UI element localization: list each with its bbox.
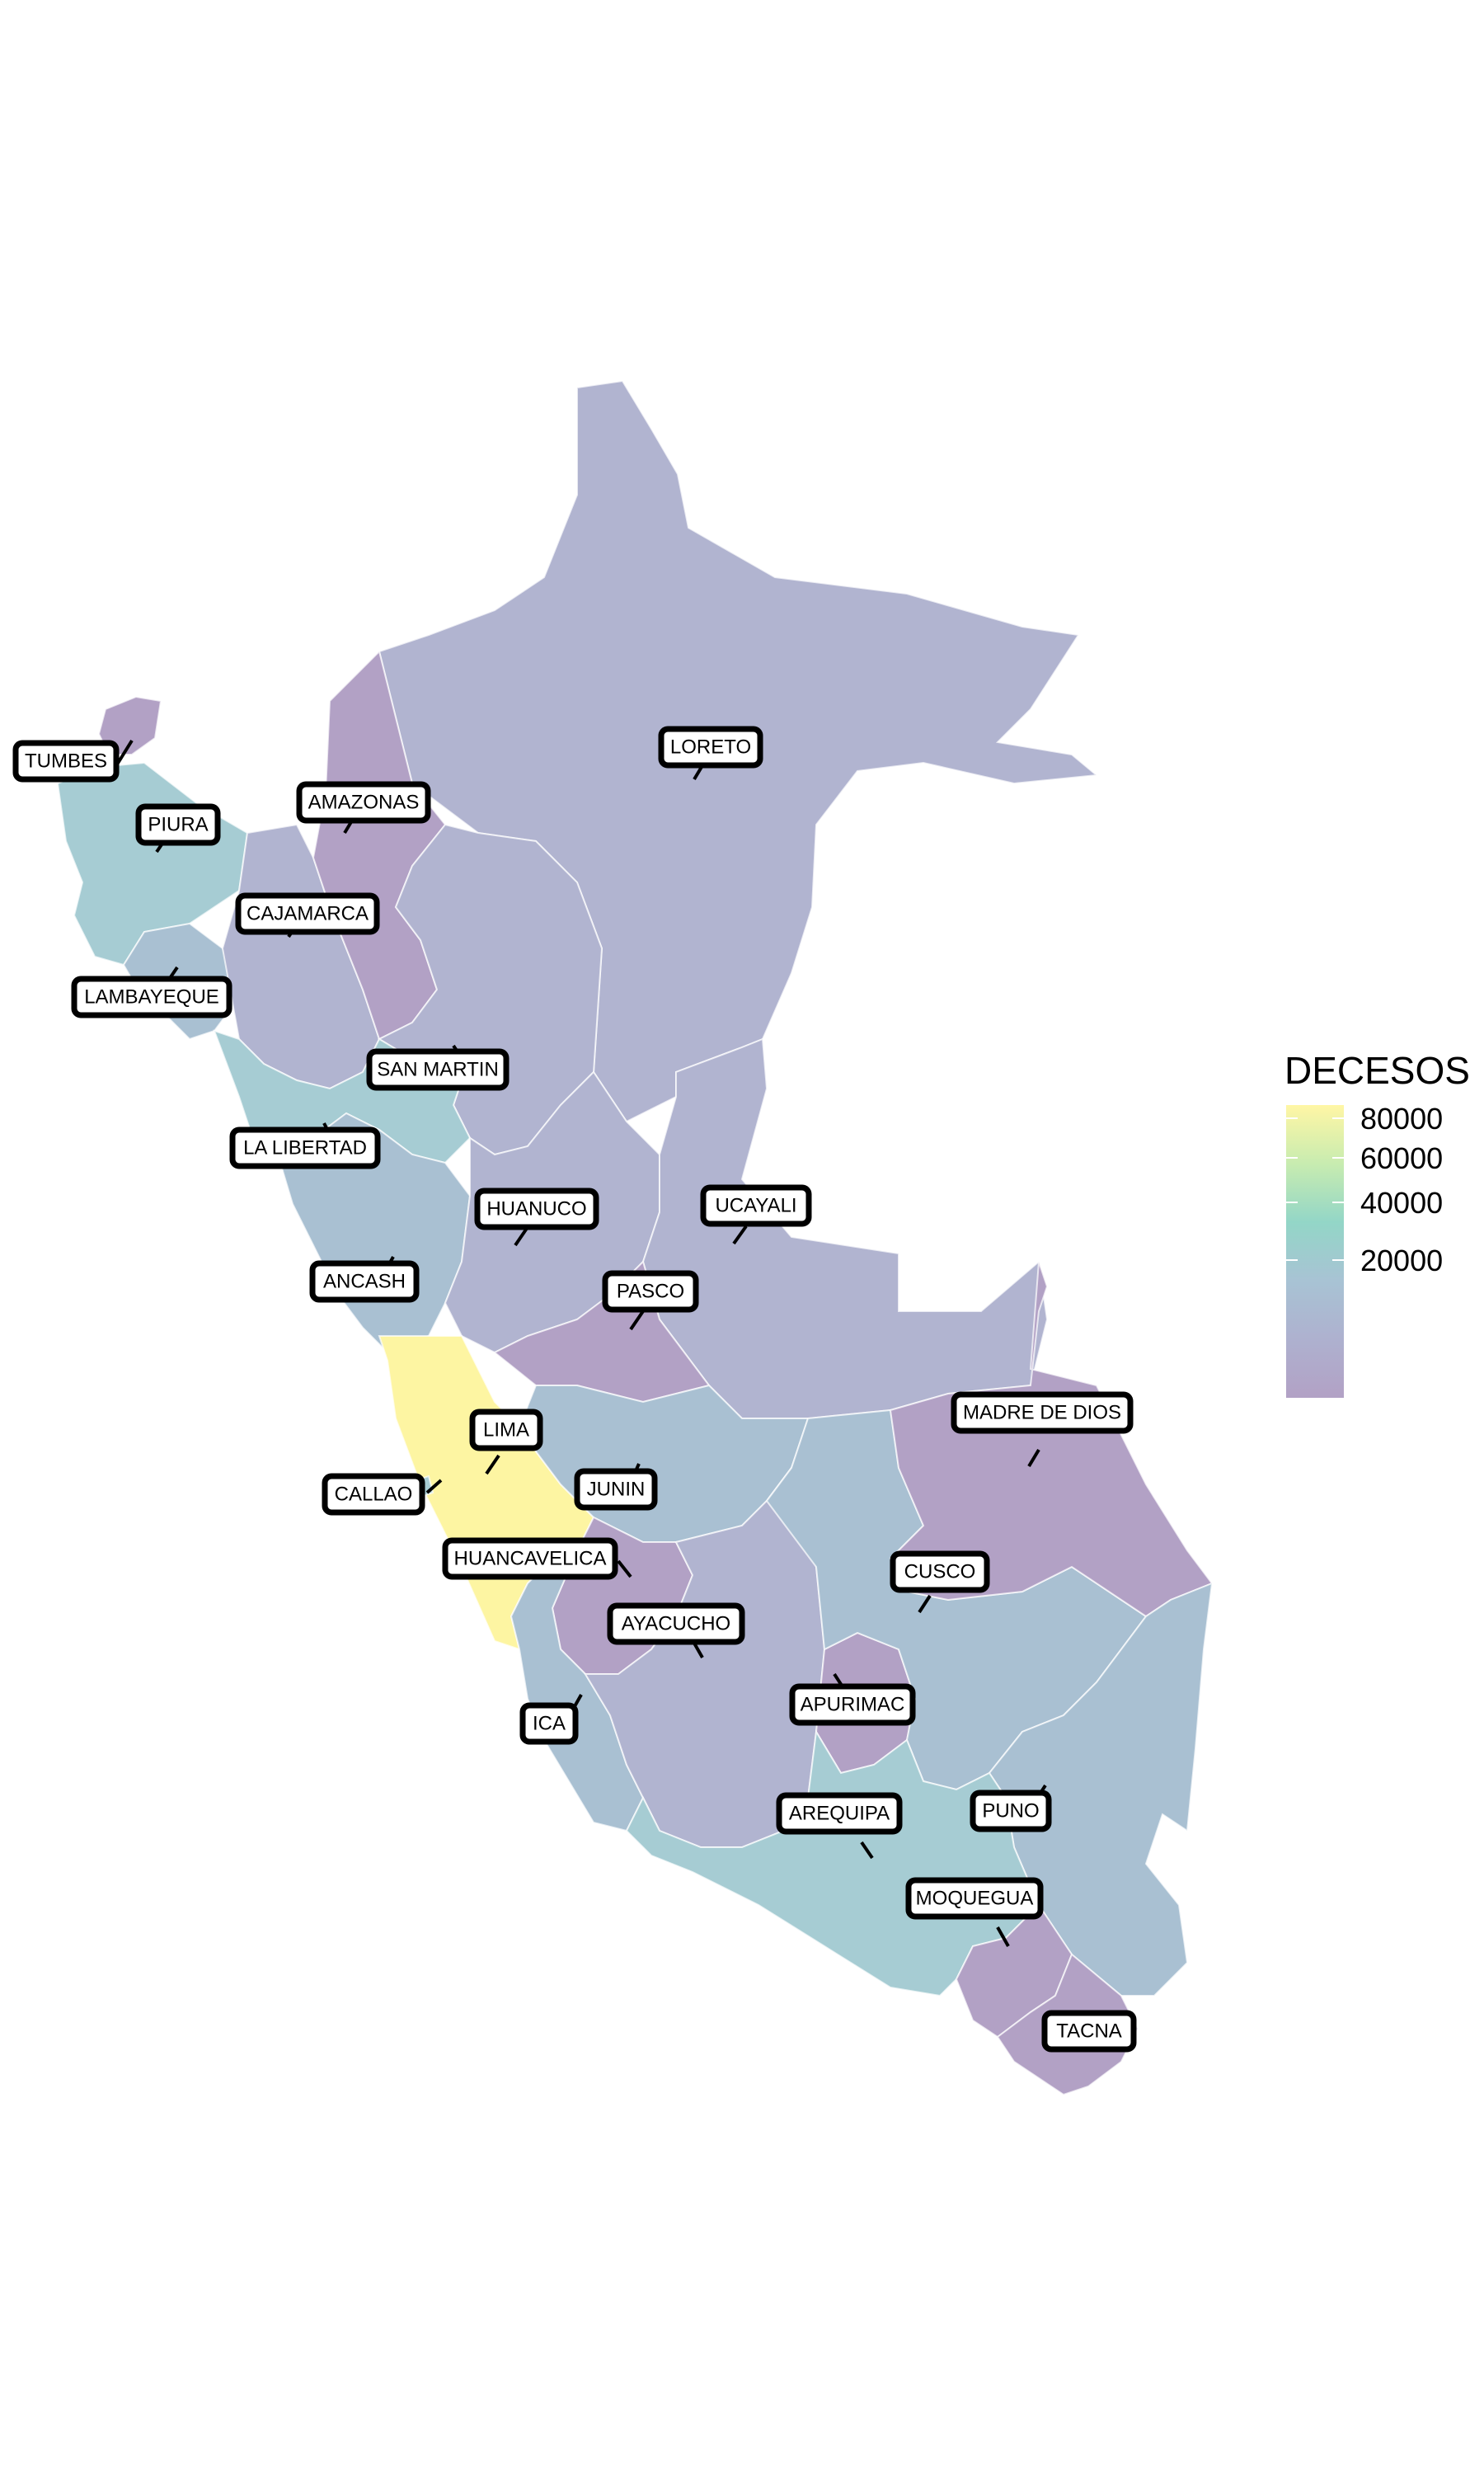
- label-callao: CALLAO: [322, 1473, 425, 1516]
- svg-text:LIMA: LIMA: [483, 1419, 529, 1442]
- svg-text:TACNA: TACNA: [1056, 2020, 1122, 2043]
- svg-text:CALLAO: CALLAO: [335, 1484, 413, 1506]
- legend-tick-60000: 60000: [1360, 1141, 1443, 1175]
- svg-text:CAJAMARCA: CAJAMARCA: [247, 903, 369, 925]
- legend-tick-20000: 20000: [1360, 1244, 1443, 1277]
- svg-text:ICA: ICA: [533, 1713, 566, 1735]
- svg-text:LAMBAYEQUE: LAMBAYEQUE: [84, 986, 219, 1009]
- svg-text:SAN MARTIN: SAN MARTIN: [377, 1059, 499, 1081]
- svg-text:PASCO: PASCO: [617, 1281, 684, 1303]
- label-madre-de-dios: MADRE DE DIOS: [951, 1391, 1134, 1434]
- svg-text:PUNO: PUNO: [982, 1800, 1039, 1823]
- svg-text:MADRE DE DIOS: MADRE DE DIOS: [963, 1402, 1121, 1424]
- label-san-martin: SAN MARTIN: [366, 1048, 510, 1091]
- label-ucayali: UCAYALI: [700, 1184, 812, 1227]
- svg-text:HUANCAVELICA: HUANCAVELICA: [454, 1548, 607, 1570]
- label-ica: ICA: [519, 1702, 579, 1745]
- department-regions: [56, 379, 1214, 2096]
- svg-text:AMAZONAS: AMAZONAS: [308, 792, 420, 814]
- svg-text:ANCASH: ANCASH: [323, 1271, 406, 1293]
- label-ayacucho: AYACUCHO: [607, 1602, 745, 1645]
- svg-text:JUNIN: JUNIN: [587, 1479, 646, 1501]
- label-apurimac: APURIMAC: [789, 1683, 916, 1726]
- svg-text:MOQUEGUA: MOQUEGUA: [916, 1888, 1034, 1910]
- svg-text:UCAYALI: UCAYALI: [715, 1195, 796, 1217]
- label-la-libertad: LA LIBERTAD: [229, 1126, 381, 1169]
- region-labels: TUMBES PIURA LAMBAYEQUE CAJAMARCA AMAZON…: [12, 726, 1137, 2053]
- label-puno: PUNO: [970, 1790, 1052, 1832]
- label-lima: LIMA: [469, 1409, 543, 1451]
- label-ancash: ANCASH: [309, 1260, 420, 1303]
- label-tacna: TACNA: [1041, 2010, 1137, 2053]
- region-ucayali: [641, 1037, 1049, 1419]
- label-junin: JUNIN: [574, 1468, 658, 1511]
- legend: DECESOS 80000 60000 40000 20000: [1284, 1049, 1470, 1398]
- label-huancavelica: HUANCAVELICA: [442, 1537, 618, 1580]
- legend-tick-80000: 80000: [1360, 1102, 1443, 1136]
- label-loreto: LORETO: [658, 726, 763, 769]
- label-piura: PIURA: [135, 803, 221, 846]
- label-tumbes: TUMBES: [12, 740, 120, 783]
- svg-text:TUMBES: TUMBES: [25, 750, 107, 773]
- svg-text:CUSCO: CUSCO: [904, 1561, 976, 1583]
- label-huanuco: HUANUCO: [474, 1188, 599, 1230]
- svg-text:HUANUCO: HUANUCO: [486, 1198, 586, 1221]
- svg-text:APURIMAC: APURIMAC: [801, 1694, 905, 1716]
- legend-title: DECESOS: [1284, 1049, 1470, 1092]
- label-cajamarca: CAJAMARCA: [235, 892, 380, 935]
- svg-text:AYACUCHO: AYACUCHO: [622, 1613, 730, 1635]
- label-amazonas: AMAZONAS: [296, 781, 431, 824]
- label-pasco: PASCO: [602, 1270, 699, 1313]
- region-tumbes: [97, 695, 162, 755]
- region-arequipa: [625, 1729, 1040, 1997]
- label-arequipa: AREQUIPA: [776, 1792, 903, 1835]
- svg-text:LA LIBERTAD: LA LIBERTAD: [243, 1137, 367, 1159]
- svg-text:PIURA: PIURA: [148, 814, 208, 836]
- label-moquegua: MOQUEGUA: [905, 1877, 1044, 1920]
- label-lambayeque: LAMBAYEQUE: [71, 976, 232, 1018]
- svg-text:AREQUIPA: AREQUIPA: [789, 1803, 890, 1825]
- legend-colorbar: [1286, 1105, 1344, 1398]
- label-cusco: CUSCO: [890, 1550, 990, 1593]
- legend-tick-40000: 40000: [1360, 1186, 1443, 1220]
- svg-text:LORETO: LORETO: [670, 736, 751, 759]
